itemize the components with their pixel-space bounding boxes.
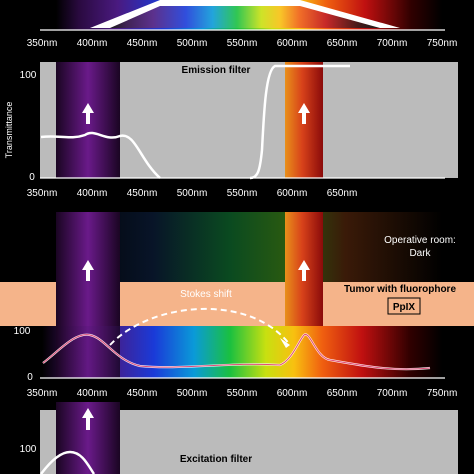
emission-transmittance-curve bbox=[40, 64, 350, 180]
tumor-emission-beam bbox=[285, 282, 323, 326]
tick-label: 400nm bbox=[77, 188, 108, 199]
tick-label: 750nm bbox=[427, 38, 458, 49]
fluorophore-label: PpIX bbox=[393, 302, 416, 313]
tick-label: 650nm bbox=[327, 188, 358, 199]
transmittance-label: Transmittance bbox=[4, 102, 14, 159]
tick-label: 350nm bbox=[27, 188, 58, 199]
tick-label: 650nm bbox=[327, 38, 358, 49]
tick-label: 500nm bbox=[177, 188, 208, 199]
tick-label: 600nm bbox=[277, 188, 308, 199]
tumor-excitation-beam bbox=[56, 282, 120, 326]
tick-label: 350nm bbox=[27, 38, 58, 49]
tick-label: 700nm bbox=[377, 38, 408, 49]
tick-label: 600nm bbox=[277, 38, 308, 49]
tumor-y-tick-0: 0 bbox=[27, 372, 33, 383]
tick-label: 600nm bbox=[277, 388, 308, 399]
room-arrow-violet-icon bbox=[82, 260, 94, 281]
y-tick-0: 0 bbox=[29, 172, 35, 183]
tick-label: 750nm bbox=[427, 388, 458, 399]
excitation-filter-title: Excitation filter bbox=[180, 454, 252, 465]
tick-label: 500nm bbox=[177, 38, 208, 49]
tick-label: 450nm bbox=[127, 188, 158, 199]
bottom-axis-ticks: 350nm 400nm 450nm 500nm 550nm 600nm 650n… bbox=[27, 388, 458, 399]
tick-label: 350nm bbox=[27, 388, 58, 399]
tick-label: 700nm bbox=[377, 388, 408, 399]
excitation-arrow-violet-icon bbox=[82, 408, 94, 430]
tick-label: 500nm bbox=[177, 388, 208, 399]
tumor-title: Tumor with fluorophore bbox=[344, 284, 456, 295]
emission-arrow-red-icon bbox=[298, 103, 310, 124]
tick-label: 450nm bbox=[127, 388, 158, 399]
tick-label: 400nm bbox=[77, 38, 108, 49]
stokes-shift-arrow bbox=[109, 308, 291, 346]
emission-arrow-violet-icon bbox=[82, 103, 94, 124]
tick-label: 400nm bbox=[77, 388, 108, 399]
stokes-shift-label: Stokes shift bbox=[180, 289, 232, 300]
tick-label: 550nm bbox=[227, 388, 258, 399]
tick-label: 450nm bbox=[127, 38, 158, 49]
room-arrow-red-icon bbox=[298, 260, 310, 281]
tick-label: 550nm bbox=[227, 38, 258, 49]
tick-label: 650nm bbox=[327, 388, 358, 399]
middle-axis-ticks: 350nm 400nm 450nm 500nm 550nm 600nm 650n… bbox=[27, 188, 358, 199]
fluorophore-box bbox=[387, 297, 421, 315]
y-tick-100: 100 bbox=[20, 70, 37, 81]
tick-label: 550nm bbox=[227, 188, 258, 199]
emission-filter-title: Emission filter bbox=[182, 65, 251, 76]
room-spectrum bbox=[56, 212, 442, 282]
excitation-transmittance-curve bbox=[40, 450, 96, 474]
room-caption-line1: Operative room: bbox=[384, 235, 456, 246]
top-axis-ticks: 350nm 400nm 450nm 500nm 550nm 600nm 650n… bbox=[27, 38, 458, 49]
room-caption-line2: Dark bbox=[409, 248, 431, 259]
excitation-y-tick-100: 100 bbox=[20, 444, 37, 455]
tumor-y-tick-100: 100 bbox=[14, 326, 31, 337]
